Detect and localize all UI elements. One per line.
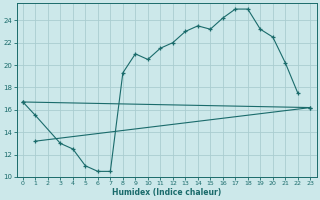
X-axis label: Humidex (Indice chaleur): Humidex (Indice chaleur) xyxy=(112,188,221,197)
